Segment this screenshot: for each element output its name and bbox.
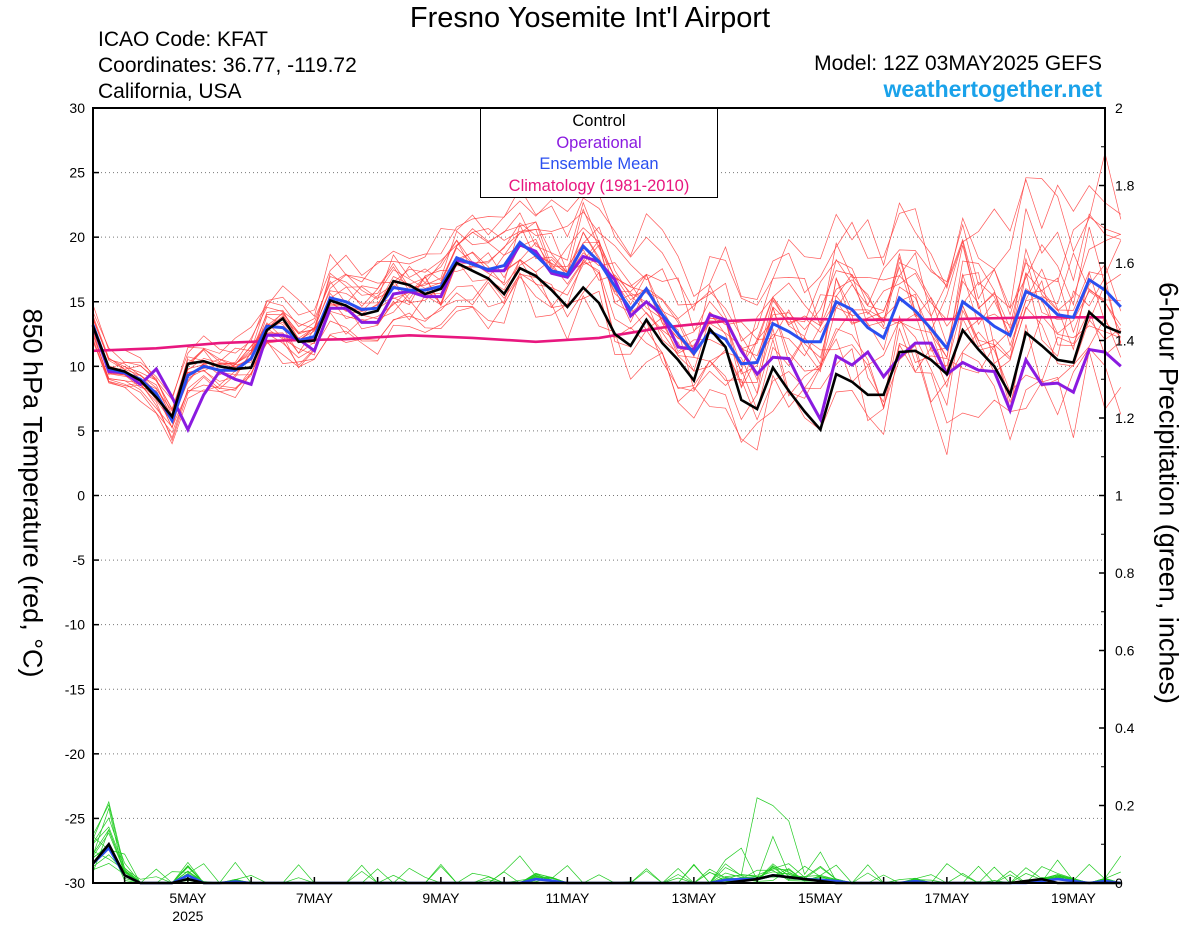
y-left-tick-label: 20 (69, 229, 85, 245)
precip-member-line (92, 826, 1121, 884)
precip-member-line (92, 829, 1121, 884)
y-axis-right-label: 6-hour Precipitation (green, inches) (1153, 282, 1184, 704)
x-tick-label: 9MAY (422, 890, 460, 906)
x-tick-label: 7MAY (296, 890, 334, 906)
ensemble-mean-line (91, 240, 1122, 425)
legend: Control Operational Ensemble Mean Climatolo… (480, 108, 718, 198)
precip-member-line (92, 800, 1121, 884)
coordinates: Coordinates: 36.77, -119.72 (98, 54, 357, 77)
icao-code: ICAO Code: KFAT (98, 28, 268, 51)
precip-member-line (92, 807, 1121, 884)
x-tick-label: 13MAY (671, 890, 717, 906)
y-right-tick-label: 0.6 (1115, 643, 1135, 659)
temp-member-line (92, 178, 1122, 398)
y-right-tick-label: 1.2 (1115, 410, 1135, 426)
y-left-tick-label: 30 (69, 100, 85, 116)
legend-entry: Operational (556, 133, 642, 152)
y-right-tick-label: 0.2 (1115, 798, 1135, 814)
precip-member-line (92, 797, 1121, 884)
precip-member-line (92, 817, 1121, 884)
y-left-tick-label: -25 (65, 810, 85, 826)
y-right-tick-label: 1.4 (1115, 333, 1135, 349)
y-right-tick-label: 0.8 (1115, 565, 1135, 581)
y-axis-left-label: 850 hPa Temperature (red, °C) (17, 308, 48, 678)
y-left-tick-label: -30 (65, 875, 85, 891)
x-tick-sublabel: 2025 (172, 908, 203, 924)
precip-member-line (92, 832, 1121, 884)
y-left-tick-label: -15 (65, 681, 85, 697)
x-tick-label: 17MAY (924, 890, 970, 906)
y-left-tick-label: 25 (69, 165, 85, 181)
y-right-tick-label: 0.4 (1115, 720, 1135, 736)
chart-title: Fresno Yosemite Int'l Airport (409, 2, 771, 34)
legend-entry: Climatology (1981-2010) (508, 176, 690, 195)
y-left-tick-label: -10 (65, 617, 85, 633)
y-right-tick-label: 1 (1115, 488, 1123, 504)
x-tick-label: 15MAY (798, 890, 844, 906)
y-left-tick-label: 15 (69, 294, 85, 310)
model-run: Model: 12Z 03MAY2025 GEFS (814, 52, 1102, 75)
y-right-tick-label: 0 (1115, 875, 1123, 891)
y-right-tick-label: 1.6 (1115, 255, 1135, 271)
precip-member-line (92, 803, 1121, 884)
operational-line (91, 243, 1122, 434)
x-tick-label: 19MAY (1051, 890, 1097, 906)
temp-member-line (92, 221, 1122, 411)
y-left-tick-label: 10 (69, 358, 85, 374)
precip-member-line (92, 828, 1121, 884)
temp-member-line (92, 153, 1122, 401)
legend-entry: Ensemble Mean (539, 155, 659, 173)
y-left-tick-label: -20 (65, 746, 85, 762)
y-right-tick-label: 1.8 (1115, 178, 1135, 194)
region: California, USA (98, 80, 242, 103)
y-left-tick-label: 5 (77, 423, 85, 439)
legend-entry: Control (572, 112, 626, 130)
y-right-tick-label: 2 (1115, 100, 1123, 116)
precip-member-line (92, 843, 1122, 884)
control-line (91, 261, 1122, 433)
precip-ensemble-members (92, 797, 1122, 884)
x-tick-label: 11MAY (545, 890, 589, 906)
grid-lines (93, 172, 1105, 819)
y-left-tick-label: 0 (77, 488, 85, 504)
x-tick-label: 5MAY (169, 890, 207, 906)
y-left-tick-label: -5 (73, 552, 86, 568)
site-link[interactable]: weathertogether.net (883, 76, 1102, 102)
